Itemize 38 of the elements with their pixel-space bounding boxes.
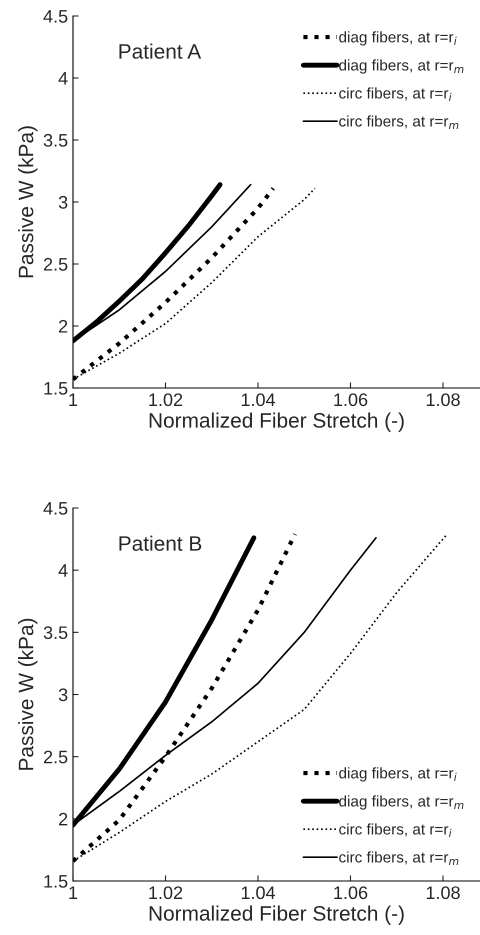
x-tick-label: 1.02 (149, 886, 182, 900)
y-tick-label: 2.5 (44, 258, 68, 271)
x-tick-label: 1.08 (426, 886, 460, 900)
x-tick-label: 1.08 (426, 393, 460, 406)
y-tick-label: 2 (59, 812, 68, 826)
legend-label: circ fibers, at r=r$_{m}$ (339, 115, 458, 129)
y-tick-label: 3 (58, 688, 68, 702)
y-axis-title: Passive W (kPa) (18, 126, 38, 278)
y-tick-label: 2 (59, 320, 68, 333)
legend-label: diag fibers, at r=r$_{m}$ (339, 795, 464, 810)
x-axis-title: Normalized Fiber Stretch (-) (150, 905, 404, 925)
y-tick-label: 4 (58, 72, 68, 85)
x-tick-label: 1.02 (149, 393, 182, 406)
annotation: Patient B (119, 536, 202, 551)
y-tick-label: 3.5 (44, 626, 68, 640)
annotation: Patient A (119, 43, 202, 59)
legend-label: diag fibers, at r=r$_{i}$ (339, 31, 457, 46)
x-tick-label: 1.06 (334, 393, 368, 406)
y-tick-label: 1.5 (44, 382, 68, 395)
legend-label: circ fibers, at r=r$_{i}$ (339, 823, 452, 837)
x-tick-label: 1 (69, 394, 78, 406)
y-tick-label: 1.5 (44, 875, 68, 888)
y-tick-label: 4.5 (43, 10, 68, 23)
x-tick-label: 1.06 (334, 886, 368, 900)
x-tick-label: 1.04 (242, 393, 276, 406)
y-tick-label: 4.5 (43, 502, 68, 515)
x-tick-label: 1 (69, 886, 78, 899)
y-tick-label: 4 (58, 564, 68, 577)
legend-label: circ fibers, at r=r$_{m}$ (339, 851, 458, 865)
legend-label: circ fibers, at r=r$_{i}$ (339, 87, 452, 101)
y-tick-label: 3 (58, 196, 68, 209)
y-axis-title: Passive W (kPa) (18, 618, 38, 770)
x-axis-title: Normalized Fiber Stretch (-) (150, 412, 404, 432)
y-tick-label: 2.5 (44, 750, 68, 764)
legend-label: diag fibers, at r=r$_{i}$ (339, 767, 457, 782)
x-tick-label: 1.04 (242, 886, 276, 900)
legend-label: diag fibers, at r=r$_{m}$ (339, 59, 464, 74)
y-tick-label: 3.5 (44, 134, 68, 147)
